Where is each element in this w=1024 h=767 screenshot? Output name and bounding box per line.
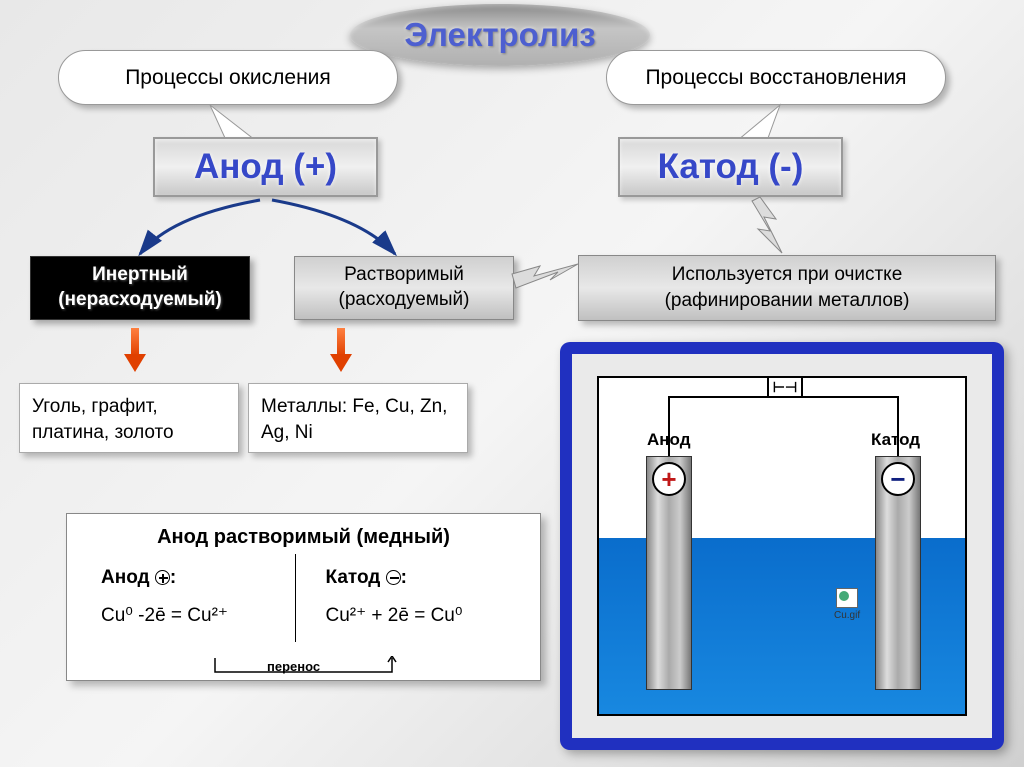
- inert-examples-text: Уголь, графит, платина, золото: [32, 396, 174, 443]
- anode-label-text: Анод (+): [194, 147, 337, 187]
- soluble-l1: Растворимый: [344, 263, 464, 288]
- anode-split-arrows: [110, 196, 420, 261]
- eq-anode-hdr: Анод :: [101, 561, 298, 595]
- soluble-l2: (расходуемый): [339, 288, 470, 313]
- device-cathode-label: Катод: [871, 430, 920, 450]
- lightning-soluble: [510, 262, 582, 292]
- device-anode-label: Анод: [647, 430, 691, 450]
- down-arrow-soluble: [330, 328, 352, 372]
- soluble-examples: Металлы: Fe, Cu, Zn, Ag, Ni: [248, 383, 468, 453]
- title-badge: Электролиз: [350, 4, 650, 66]
- minus-circle-icon: [386, 570, 401, 585]
- soluble-examples-text: Металлы: Fe, Cu, Zn, Ag, Ni: [261, 396, 447, 443]
- vertical-separator: [295, 554, 296, 642]
- battery-icon: ⊢⊣: [767, 376, 803, 398]
- cu-gif-icon: Cu.gif: [834, 588, 860, 621]
- anode-label: Анод (+): [153, 137, 378, 197]
- lightning-cathode: [748, 195, 788, 257]
- refining-box: Используется при очистке (рафинировании …: [578, 255, 996, 321]
- device-cell: ⊢⊣ Анод Катод + − Cu.gif: [597, 376, 967, 716]
- inert-l2: (нерасходуемый): [58, 288, 222, 313]
- equation-panel: Анод растворимый (медный) Анод : Cu⁰ -2ē…: [66, 513, 541, 681]
- inert-examples: Уголь, графит, платина, золото: [19, 383, 239, 453]
- wire-right-h: [802, 396, 899, 398]
- plus-circle-icon: [155, 570, 170, 585]
- eq-cathode: Cu²⁺ + 2ē = Cu⁰: [326, 599, 523, 633]
- soluble-anode-box: Растворимый (расходуемый): [294, 256, 514, 320]
- transfer-arrow: [197, 656, 407, 678]
- title-text: Электролиз: [404, 16, 595, 54]
- cathode-label: Катод (-): [618, 137, 843, 197]
- oxidation-pill: Процессы окисления: [58, 50, 398, 105]
- oxidation-text: Процессы окисления: [125, 66, 331, 90]
- reduction-text: Процессы восстановления: [645, 66, 906, 90]
- cathode-sign: −: [881, 462, 915, 496]
- inert-l1: Инертный: [92, 263, 188, 288]
- eq-title: Анод растворимый (медный): [85, 526, 522, 549]
- inert-anode-box: Инертный (нерасходуемый): [30, 256, 250, 320]
- reduction-pill: Процессы восстановления: [606, 50, 946, 105]
- wire-left-h: [668, 396, 768, 398]
- eq-anode: Cu⁰ -2ē = Cu²⁺: [101, 599, 298, 633]
- anode-sign: +: [652, 462, 686, 496]
- cathode-label-text: Катод (-): [658, 147, 804, 187]
- down-arrow-inert: [124, 328, 146, 372]
- refining-l1: Используется при очистке: [672, 262, 903, 288]
- refining-l2: (рафинировании металлов): [665, 288, 910, 314]
- electrolysis-device: ⊢⊣ Анод Катод + − Cu.gif: [560, 342, 1004, 750]
- eq-cathode-hdr: Катод :: [326, 561, 523, 595]
